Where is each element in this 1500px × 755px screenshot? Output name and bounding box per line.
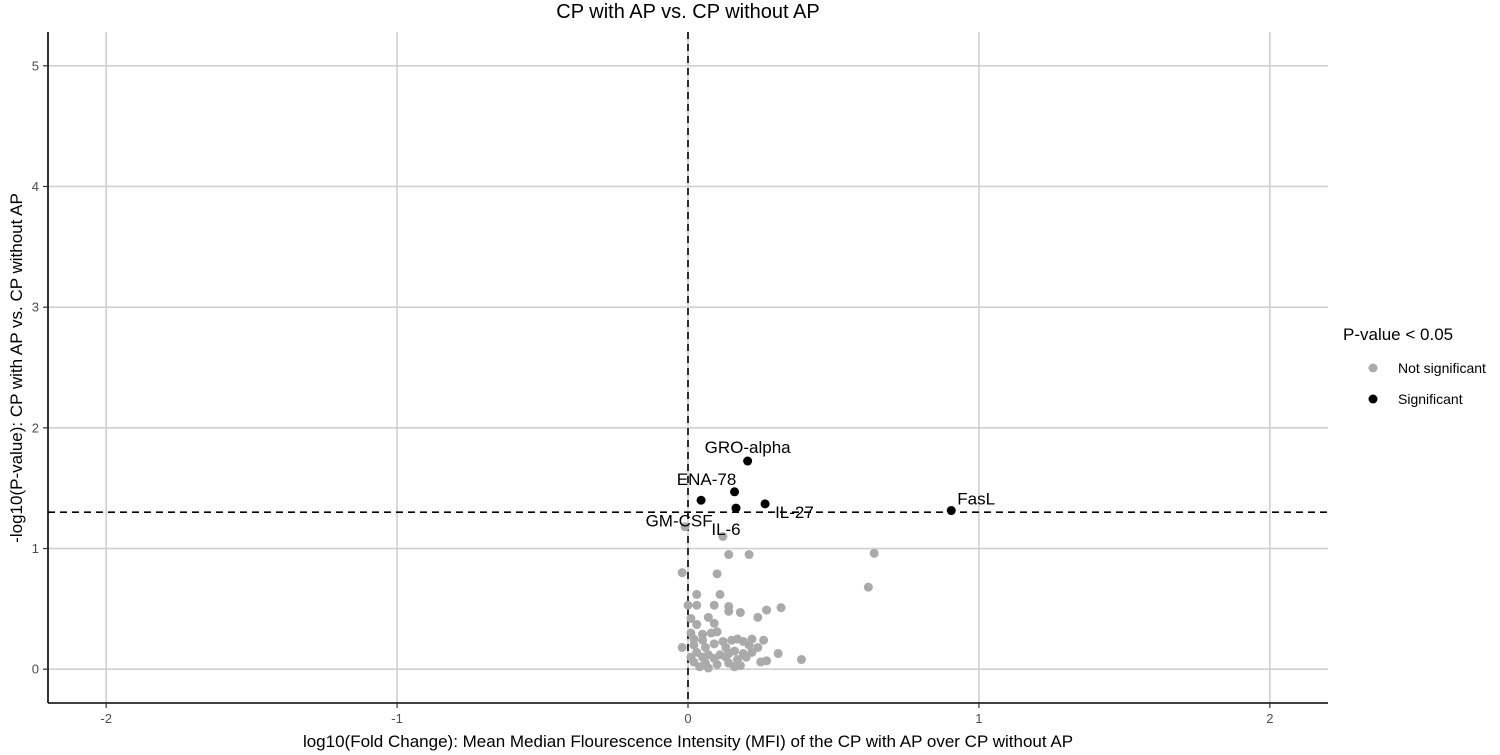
point-label: GM-CSF — [646, 511, 713, 530]
point-label: GRO-alpha — [705, 438, 792, 457]
x-tick-label: 0 — [684, 711, 691, 726]
not-significant-point — [677, 642, 687, 652]
not-significant-point — [773, 649, 783, 659]
not-significant-point — [692, 589, 702, 599]
not-significant-point — [683, 600, 693, 610]
chart-title: CP with AP vs. CP without AP — [556, 1, 819, 23]
significant-point — [696, 495, 706, 505]
not-significant-point — [692, 620, 702, 630]
not-significant-point — [759, 635, 769, 645]
x-ticks: -2 -1 0 1 2 — [100, 703, 1273, 726]
not-significant-point — [869, 548, 879, 558]
not-significant-point — [744, 640, 754, 650]
legend: P-value < 0.05 Not significant Significa… — [1343, 325, 1486, 407]
not-significant-point — [686, 614, 696, 624]
legend-title: P-value < 0.05 — [1343, 325, 1453, 344]
not-significant-point — [718, 531, 728, 541]
not-significant-point — [724, 606, 734, 616]
not-significant-point — [753, 612, 763, 622]
not-significant-point — [695, 662, 705, 672]
not-significant-point — [712, 627, 722, 637]
not-significant-point — [730, 662, 740, 672]
not-significant-point — [692, 600, 702, 610]
point-label: FasL — [957, 490, 995, 509]
not-significant-point — [744, 550, 754, 560]
not-significant-point — [709, 600, 719, 610]
not-significant-point — [796, 655, 806, 665]
y-tick-label: 2 — [32, 420, 39, 435]
data-points — [677, 456, 956, 673]
x-tick-label: 2 — [1266, 711, 1273, 726]
point-label: IL-6 — [711, 520, 740, 539]
not-significant-point — [689, 640, 699, 650]
not-significant-point — [709, 639, 719, 649]
not-significant-point — [762, 605, 772, 615]
not-significant-point — [680, 522, 690, 532]
reference-lines — [48, 32, 1328, 703]
not-significant-point — [700, 642, 710, 652]
not-significant-point — [703, 612, 713, 622]
not-significant-point — [730, 646, 740, 656]
legend-label-not-significant: Not significant — [1398, 360, 1486, 376]
not-significant-point — [712, 569, 722, 579]
significant-point — [760, 499, 770, 509]
not-significant-point — [698, 635, 708, 645]
not-significant-point — [715, 589, 725, 599]
y-ticks: 0 1 2 3 4 5 — [32, 58, 48, 677]
x-axis-title: log10(Fold Change): Mean Median Flouresc… — [303, 732, 1073, 751]
y-tick-label: 4 — [32, 179, 39, 194]
significant-point — [743, 456, 753, 466]
y-tick-label: 0 — [32, 662, 39, 677]
not-significant-point — [709, 618, 719, 628]
legend-swatch-significant — [1368, 394, 1378, 404]
y-tick-label: 3 — [32, 300, 39, 315]
not-significant-point — [703, 663, 713, 673]
not-significant-point — [776, 603, 786, 613]
significant-point — [730, 487, 740, 497]
y-axis-title: -log10(P-value): CP with AP vs. CP witho… — [7, 193, 26, 543]
legend-label-significant: Significant — [1398, 391, 1463, 407]
not-significant-point — [863, 582, 873, 592]
y-tick-label: 5 — [32, 58, 39, 73]
point-label: ENA-78 — [677, 470, 737, 489]
not-significant-point — [735, 607, 745, 617]
not-significant-point — [724, 550, 734, 560]
x-tick-label: 1 — [975, 711, 982, 726]
point-labels: GRO-alpha ENA-78 GM-CSF IL-27 IL-6 FasL — [646, 438, 996, 539]
legend-swatch-not-significant — [1368, 363, 1378, 373]
x-tick-label: -2 — [100, 711, 112, 726]
not-significant-point — [756, 657, 766, 667]
point-label: IL-27 — [775, 503, 814, 522]
significant-point — [946, 506, 956, 516]
not-significant-point — [712, 659, 722, 669]
not-significant-point — [677, 568, 687, 578]
x-tick-label: -1 — [391, 711, 403, 726]
significant-point — [731, 503, 741, 513]
not-significant-point — [741, 652, 751, 662]
y-tick-label: 1 — [32, 541, 39, 556]
